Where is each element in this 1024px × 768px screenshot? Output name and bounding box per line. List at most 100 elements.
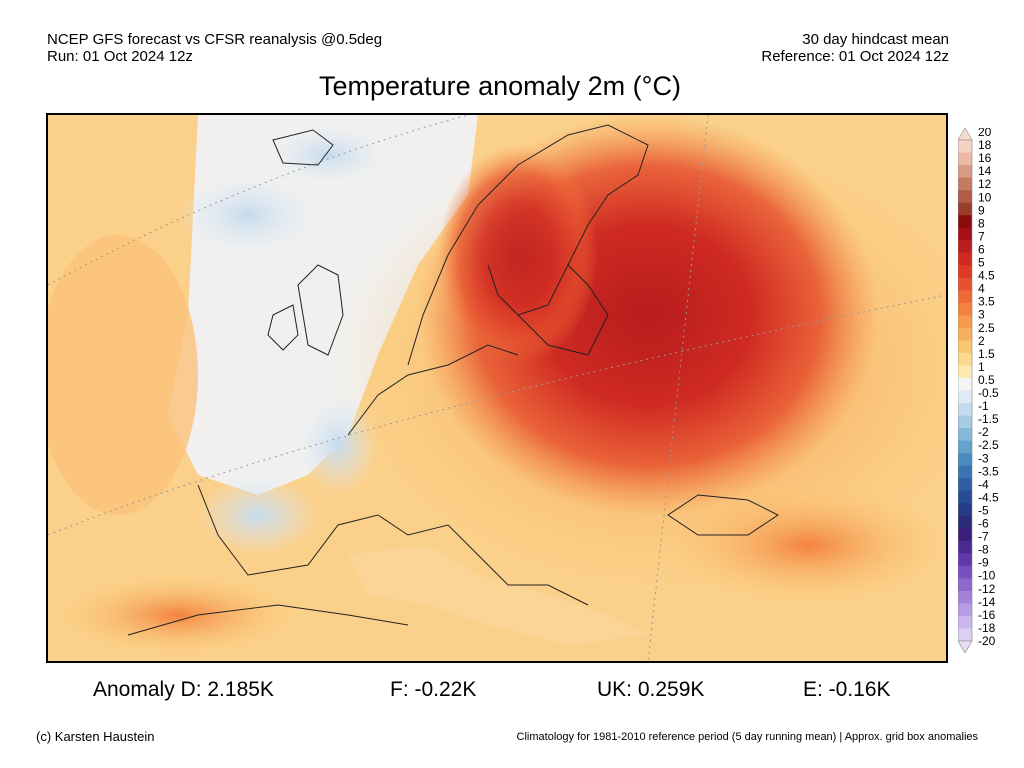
model-description: NCEP GFS forecast vs CFSR reanalysis @0.… [47, 31, 383, 48]
anomaly-map [46, 113, 948, 663]
e-stat: E: -0.16K [803, 678, 891, 701]
colorbar-cell [958, 265, 972, 279]
colorbar-cell [958, 290, 972, 304]
colorbar-cell [958, 590, 972, 604]
colorbar-label: 5 [978, 256, 985, 270]
colorbar-cell [958, 578, 972, 592]
colorbar-cell [958, 190, 972, 203]
ireland-coastline [267, 304, 299, 351]
colorbar-cell [958, 390, 972, 404]
british-isles-coastline [297, 264, 344, 356]
colorbar-label: 3.5 [978, 295, 995, 309]
colorbar-label: 6 [978, 242, 985, 256]
anomaly-d-stat: Anomaly D: 2.185K [93, 678, 274, 701]
colorbar-cell [958, 453, 972, 466]
colorbar-labels: 201816141210987654.543.532.521.510.5-0.5… [978, 128, 999, 648]
colorbar-label: 16 [978, 151, 992, 165]
uk-stat: UK: 0.259K [597, 678, 705, 701]
colorbar-cell [958, 302, 972, 316]
colorbar-cell [958, 177, 972, 191]
north-africa-coastline [127, 604, 409, 636]
copyright: (c) Karsten Haustein [36, 729, 155, 744]
colorbar-cell [958, 428, 972, 441]
colorbar-cell [958, 152, 972, 166]
colorbar-label: -16 [978, 608, 996, 622]
hindcast-period: 30 day hindcast mean [802, 31, 949, 48]
colorbar-label: -14 [978, 595, 996, 609]
colorbar-cell [958, 377, 972, 391]
header-right: 30 day hindcast mean Reference: 01 Oct 2… [761, 31, 949, 65]
colorbar-label: 8 [978, 216, 985, 230]
colorbar-label: -0.5 [978, 386, 999, 400]
colorbar-label: 7 [978, 229, 985, 243]
colorbar-label: 4.5 [978, 269, 995, 283]
colorbar-cell [958, 503, 972, 517]
atlantic-warm-patch [48, 235, 198, 515]
colorbar-cell [958, 252, 972, 266]
colorbar-cell [958, 240, 972, 254]
colorbar-label: 20 [978, 128, 992, 139]
scandinavia-warm-patch [438, 145, 598, 365]
greenland-sea-cool-patch [268, 125, 388, 185]
iceland-coastline [272, 129, 334, 166]
f-stat: F: -0.22K [390, 678, 477, 701]
colorbar-cell [958, 515, 972, 529]
western-europe-coastline [347, 344, 519, 436]
colorbar-label: 2 [978, 334, 985, 348]
colorbar-cell [958, 365, 972, 379]
colorbar-label: -1.5 [978, 412, 999, 426]
map-title: Temperature anomaly 2m (°C) [319, 71, 681, 101]
north-africa-warm-patch [58, 575, 298, 655]
colorbar-label: -20 [978, 634, 996, 648]
colorbar-cell [958, 315, 972, 329]
colorbar-label: -1 [978, 399, 989, 413]
colorbar: 201816141210987654.543.532.521.510.5-0.5… [958, 128, 999, 653]
header-left: NCEP GFS forecast vs CFSR reanalysis @0.… [47, 31, 382, 65]
colorbar-label: 4 [978, 282, 985, 296]
colorbar-cell [958, 440, 972, 454]
colorbar-label: -4.5 [978, 490, 999, 504]
colorbar-label: 18 [978, 138, 992, 152]
colorbar-label: -4 [978, 477, 989, 491]
colorbar-cell [958, 227, 972, 241]
colorbar-cell [958, 540, 972, 554]
colorbar-label: 0.5 [978, 373, 995, 387]
colorbar-cell [958, 565, 972, 579]
colorbar-label: 10 [978, 190, 992, 204]
colorbar-cell [958, 603, 972, 617]
colorbar-label: -12 [978, 582, 996, 596]
colorbar-cell [958, 327, 972, 341]
colorbar-label: -3 [978, 451, 989, 465]
colorbar-cell [958, 628, 972, 642]
run-date: Run: 01 Oct 2024 12z [47, 48, 193, 65]
colorbar-bottom-arrow [958, 640, 973, 653]
colorbar-label: 9 [978, 203, 985, 217]
colorbar-label: 1.5 [978, 347, 995, 361]
colorbar-cell [958, 277, 972, 291]
colorbar-label: -18 [978, 621, 996, 635]
stats-row: Anomaly D: 2.185K F: -0.22K UK: 0.259K E… [0, 678, 1024, 708]
colorbar-cell [958, 528, 972, 542]
colorbar-label: -6 [978, 517, 989, 531]
iberia-cool-patch [198, 475, 318, 555]
colorbar-cell [958, 352, 972, 366]
colorbar-cell [958, 140, 972, 153]
colorbar-cell [958, 202, 972, 216]
north-atlantic-cool-patch [178, 175, 318, 255]
colorbar-cell [958, 340, 972, 354]
colorbar-top-arrow [958, 128, 973, 141]
turkey-warm-patch [668, 485, 946, 605]
colorbar-cell [958, 490, 972, 504]
colorbar-cell [958, 615, 972, 629]
colorbar-label: -10 [978, 569, 996, 583]
baltic-coastline [517, 264, 609, 356]
colorbar-cell [958, 465, 972, 479]
colorbar-label: -3.5 [978, 464, 999, 478]
scandinavia-coastline [407, 124, 649, 366]
colorbar-cells [958, 139, 973, 642]
colorbar-label: 2.5 [978, 321, 995, 335]
mediterranean-sea-tint [348, 545, 648, 645]
colorbar-label: 12 [978, 177, 992, 191]
climatology-note: Climatology for 1981-2010 reference peri… [516, 731, 978, 743]
colorbar-label: -8 [978, 543, 989, 557]
